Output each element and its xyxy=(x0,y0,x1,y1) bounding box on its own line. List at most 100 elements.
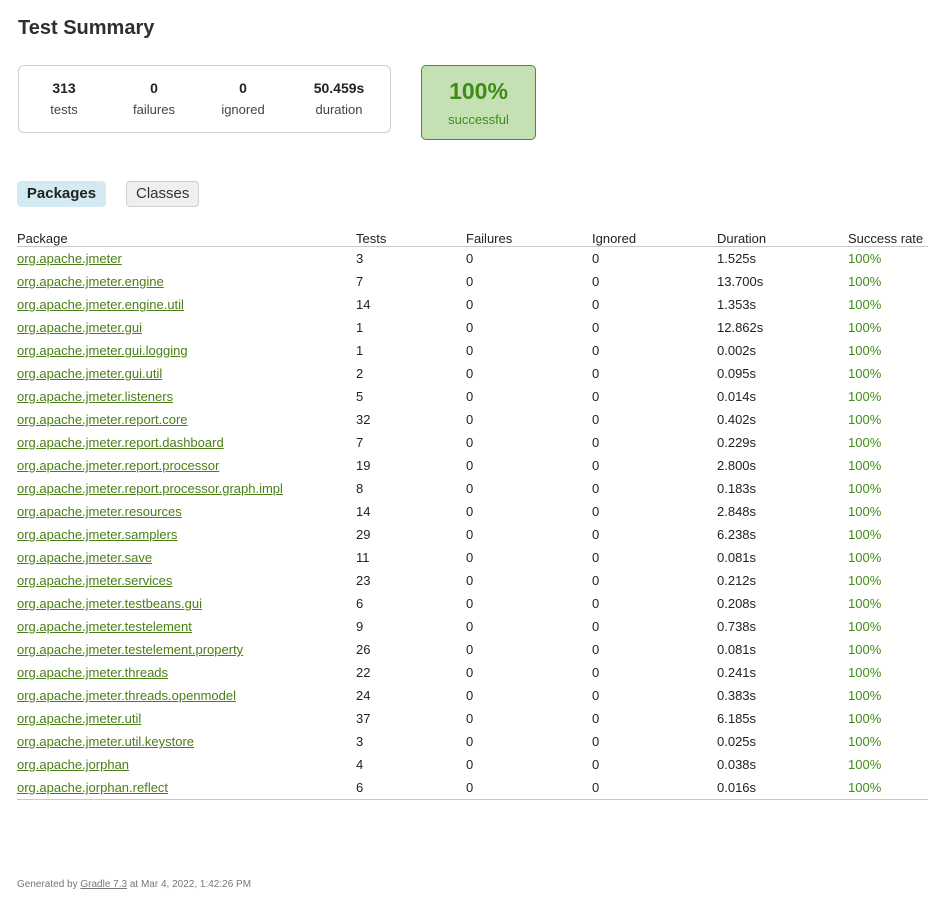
ignored-cell: 0 xyxy=(592,688,600,703)
package-cell: org.apache.jmeter.samplers xyxy=(17,523,356,546)
package-link[interactable]: org.apache.jmeter.threads xyxy=(17,665,169,680)
ignored-cell: 0 xyxy=(592,274,600,289)
header-package: Package xyxy=(17,228,356,247)
package-link[interactable]: org.apache.jmeter.report.processor.graph… xyxy=(17,481,283,496)
ignored-label: ignored xyxy=(221,102,265,117)
ignored-cell: 0 xyxy=(592,550,600,565)
package-link[interactable]: org.apache.jmeter.engine xyxy=(17,274,164,289)
ignored-cell: 0 xyxy=(592,297,600,312)
ignored-cell: 0 xyxy=(592,320,600,335)
tab-classes[interactable]: Classes xyxy=(126,181,199,207)
duration-cell: 6.238s xyxy=(717,527,757,542)
failures-cell: 0 xyxy=(466,776,592,800)
package-link[interactable]: org.apache.jmeter.threads.openmodel xyxy=(17,688,236,703)
package-link[interactable]: org.apache.jmeter.gui.logging xyxy=(17,343,188,358)
success-rate-cell: 100% xyxy=(848,642,882,657)
duration-cell: 0.081s xyxy=(717,642,757,657)
package-link[interactable]: org.apache.jorphan xyxy=(17,757,130,772)
success-rate-cell: 100% xyxy=(848,412,882,427)
success-rate-cell: 100% xyxy=(848,504,882,519)
success-rate-cell: 100% xyxy=(848,435,882,450)
tests-cell: 19 xyxy=(356,458,371,473)
failures-cell: 0 xyxy=(466,343,474,358)
failures-counter: 0 failures xyxy=(133,80,175,118)
ignored-counter: 0 ignored xyxy=(221,80,264,118)
package-cell: org.apache.jmeter.report.core xyxy=(17,408,356,431)
table-row: org.apache.jmeter.gui.logging 1 0 0 0.002s 10… xyxy=(17,339,928,362)
package-link[interactable]: org.apache.jmeter.testelement xyxy=(17,619,192,634)
tests-cell: 8 xyxy=(356,481,364,496)
gradle-link[interactable]: Gradle 7.3 xyxy=(80,879,128,890)
package-link[interactable]: org.apache.jmeter.services xyxy=(17,573,173,588)
package-cell: org.apache.jmeter.engine.util xyxy=(17,293,356,316)
table-row: org.apache.jmeter.gui.util 2 0 0 0.095s 100% xyxy=(17,362,928,385)
duration-cell: 0.208s xyxy=(717,596,757,611)
success-rate-cell: 100% xyxy=(848,550,882,565)
package-cell: org.apache.jmeter.threads.openmodel xyxy=(17,684,356,707)
success-rate-cell: 100% xyxy=(848,734,882,749)
package-link[interactable]: org.apache.jmeter.engine.util xyxy=(17,297,184,312)
duration-cell: 0.212s xyxy=(717,573,757,588)
success-rate-cell: 100% xyxy=(848,481,882,496)
tests-cell: 11 xyxy=(356,550,370,565)
success-percent: 100% xyxy=(449,78,508,104)
duration-counter: 50.459s duration xyxy=(314,80,365,118)
failures-cell: 0 xyxy=(466,688,474,703)
package-link[interactable]: org.apache.jmeter.util.keystore xyxy=(17,734,195,749)
success-rate-cell: 100% xyxy=(848,527,882,542)
tests-cell: 3 xyxy=(356,734,364,749)
package-link[interactable]: org.apache.jmeter.testbeans.gui xyxy=(17,596,203,611)
table-row: org.apache.jorphan 4 0 0 0.038s 100% xyxy=(17,753,928,776)
package-link[interactable]: org.apache.jmeter.testelement.property xyxy=(17,642,244,657)
package-link[interactable]: org.apache.jmeter.util xyxy=(17,711,142,726)
duration-cell: 0.229s xyxy=(717,435,757,450)
failures-cell: 0 xyxy=(466,458,474,473)
package-cell: org.apache.jmeter.report.processor.graph… xyxy=(17,477,356,500)
tests-cell: 26 xyxy=(356,642,371,657)
package-link[interactable]: org.apache.jmeter.save xyxy=(17,550,153,565)
package-link[interactable]: org.apache.jmeter.gui xyxy=(17,320,143,335)
package-cell: org.apache.jmeter.gui.logging xyxy=(17,339,356,362)
table-header-row: Package Tests Failures Ignored Duration … xyxy=(17,228,928,247)
package-cell: org.apache.jmeter.services xyxy=(17,569,356,592)
tests-cell: 4 xyxy=(356,757,364,772)
package-link[interactable]: org.apache.jmeter.resources xyxy=(17,504,182,519)
ignored-cell: 0 xyxy=(592,619,600,634)
success-label: successful xyxy=(448,112,509,127)
package-link[interactable]: org.apache.jmeter.gui.util xyxy=(17,366,163,381)
table-row: org.apache.jmeter.engine.util 14 0 0 1.353s 1… xyxy=(17,293,928,316)
package-link[interactable]: org.apache.jmeter.samplers xyxy=(17,527,178,542)
package-link[interactable]: org.apache.jmeter.report.processor xyxy=(17,458,220,473)
ignored-cell: 0 xyxy=(592,711,600,726)
package-link[interactable]: org.apache.jorphan.reflect xyxy=(17,780,169,795)
duration-cell: 0.038s xyxy=(717,757,757,772)
package-cell: org.apache.jmeter.util.keystore xyxy=(17,730,356,753)
success-rate-cell: 100% xyxy=(848,596,882,611)
package-link[interactable]: org.apache.jmeter xyxy=(17,251,122,266)
ignored-cell: 0 xyxy=(592,596,600,611)
ignored-cell: 0 xyxy=(592,527,600,542)
tab-packages[interactable]: Packages xyxy=(17,181,106,207)
package-link[interactable]: org.apache.jmeter.listeners xyxy=(17,389,174,404)
failures-cell: 0 xyxy=(466,320,474,335)
failures-cell: 0 xyxy=(466,757,474,772)
tests-cell: 6 xyxy=(356,596,364,611)
tests-cell: 1 xyxy=(356,343,364,358)
duration-cell: 1.525s xyxy=(717,251,757,266)
package-cell: org.apache.jmeter.testbeans.gui xyxy=(17,592,356,615)
failures-count: 0 xyxy=(150,80,158,96)
package-cell: org.apache.jmeter.gui xyxy=(17,316,356,339)
tests-cell: 2 xyxy=(356,366,364,381)
table-row: org.apache.jmeter 3 0 0 1.525s 100% xyxy=(17,247,928,271)
tests-cell: 14 xyxy=(356,504,371,519)
duration-cell: 0.241s xyxy=(717,665,757,680)
ignored-cell: 0 xyxy=(592,481,600,496)
failures-cell: 0 xyxy=(466,251,474,266)
package-link[interactable]: org.apache.jmeter.report.core xyxy=(17,412,188,427)
tests-cell: 22 xyxy=(356,665,371,680)
failures-cell: 0 xyxy=(466,619,474,634)
ignored-cell: 0 xyxy=(592,343,600,358)
header-success-rate: Success rate xyxy=(848,228,928,247)
package-link[interactable]: org.apache.jmeter.report.dashboard xyxy=(17,435,224,450)
failures-cell: 0 xyxy=(466,366,474,381)
